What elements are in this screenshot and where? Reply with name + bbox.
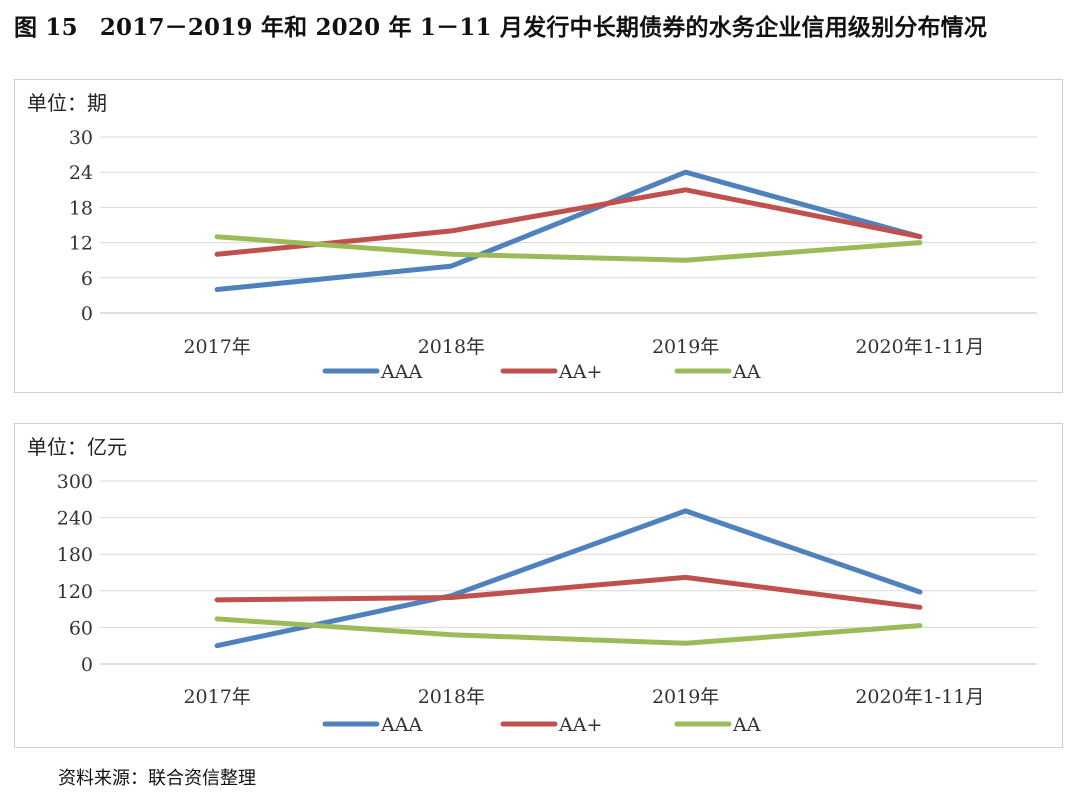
- data-point: [683, 187, 688, 192]
- x-tick-label: 2019年: [652, 686, 719, 708]
- data-point: [917, 240, 923, 245]
- legend-label: AA+: [558, 361, 602, 383]
- legend-label: AAA: [380, 361, 422, 383]
- source-note: 资料来源：联合资信整理: [58, 768, 256, 789]
- x-tick-label: 2018年: [418, 686, 485, 708]
- x-tick-label: 2019年: [652, 336, 719, 358]
- data-point: [449, 252, 454, 257]
- legend-label: AAA: [380, 714, 422, 736]
- y-tick-label: 180: [57, 544, 93, 566]
- data-point: [683, 508, 688, 514]
- legend-label: AA+: [558, 714, 602, 736]
- line-chart-amount: 单位：亿元 0 60 120 180 240 300 2017年 2018年 2019年 2020年…: [27, 435, 1037, 736]
- y-tick-label: 6: [81, 268, 93, 290]
- data-point: [214, 616, 220, 622]
- line-chart-count: 单位：期 0 6 12 18 24 30 2017年 2018年 2019年 2020年1-11月 A…: [27, 91, 1037, 383]
- series-line-aaa: [214, 169, 923, 292]
- data-point: [449, 595, 454, 600]
- data-point: [917, 623, 923, 628]
- unit-label: 单位：亿元: [27, 435, 127, 459]
- data-point: [683, 170, 688, 175]
- series-line-aaa: [214, 508, 923, 649]
- x-tick-label: 2017年: [183, 686, 250, 708]
- data-point: [917, 605, 923, 610]
- x-tick-label: 2018年: [418, 336, 485, 358]
- y-tick-label: 240: [57, 508, 93, 530]
- x-tick-label: 2020年1-11月: [855, 686, 984, 708]
- x-tick-label: 2017年: [183, 336, 250, 358]
- series-line-aaplus: [214, 187, 923, 257]
- figure-title-text: 2017－2019 年和 2020 年 1－11 月发行中长期债券的水务企业信用…: [99, 14, 988, 41]
- y-tick-label: 120: [57, 581, 93, 603]
- data-point: [449, 263, 454, 269]
- y-tick-label: 12: [69, 233, 93, 255]
- y-tick-label: 18: [69, 197, 93, 219]
- data-point: [214, 597, 220, 603]
- legend-label: AA: [732, 361, 761, 383]
- figure-number: 图 15: [14, 14, 78, 41]
- data-point: [449, 228, 454, 234]
- data-point: [917, 234, 923, 239]
- legend-label: AA: [732, 714, 761, 736]
- data-point: [683, 575, 688, 580]
- data-point: [917, 589, 923, 595]
- data-point: [683, 641, 688, 646]
- figure-title: 图 15 2017－2019 年和 2020 年 1－11 月发行中长期债券的水务…: [14, 8, 987, 42]
- y-tick-label: 0: [81, 303, 93, 325]
- y-tick-label: 300: [57, 471, 93, 493]
- chart-panel-amount: 单位：亿元 0 60 120 180 240 300 2017年 2018年 2019年 2020年…: [14, 423, 1063, 748]
- data-point: [683, 258, 688, 263]
- data-point: [214, 252, 220, 257]
- y-tick-label: 24: [69, 162, 93, 184]
- series-line-aa: [214, 616, 923, 646]
- y-tick-label: 0: [81, 654, 93, 676]
- y-tick-label: 60: [69, 617, 93, 639]
- chart-panel-count: 单位：期 0 6 12 18 24 30 2017年 2018年 2019年 2020年1-11月 A…: [14, 79, 1063, 393]
- data-point: [214, 287, 220, 292]
- data-point: [449, 632, 454, 637]
- series-line-aaplus: [214, 574, 923, 610]
- y-tick-label: 30: [69, 127, 93, 149]
- series-line-aa: [214, 234, 923, 263]
- data-point: [214, 643, 220, 648]
- unit-label: 单位：期: [27, 91, 107, 115]
- x-tick-label: 2020年1-11月: [855, 336, 984, 358]
- data-point: [214, 234, 220, 239]
